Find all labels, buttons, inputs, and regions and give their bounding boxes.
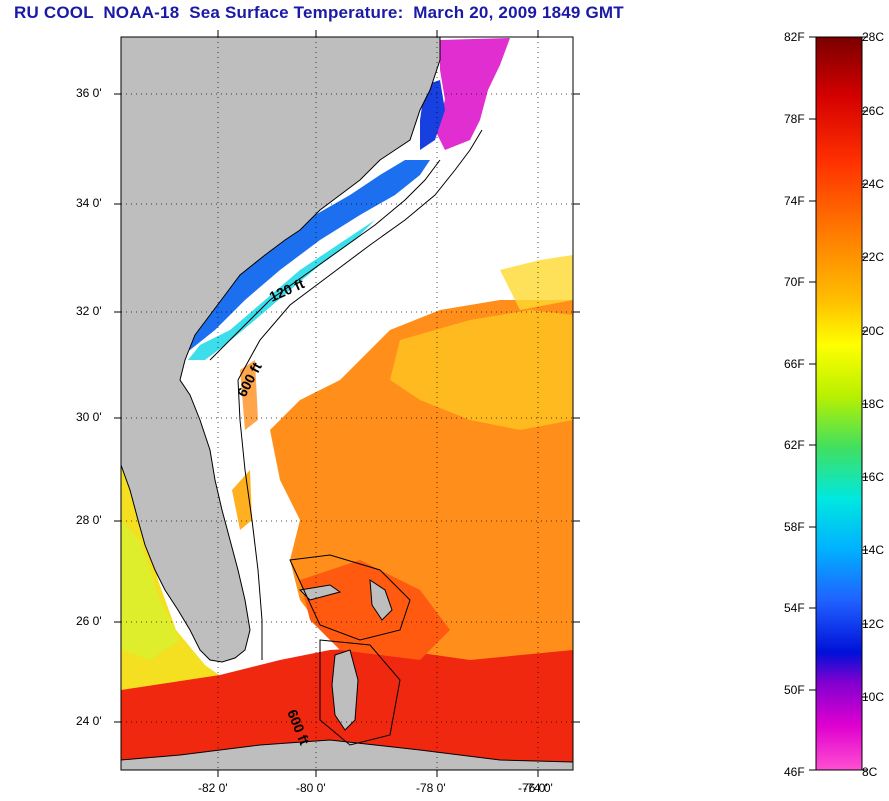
lat-label-34: 34 0' (76, 196, 102, 210)
isobath-120ft (209, 159, 441, 361)
colorbar-f-58: 58F (784, 520, 805, 534)
colorbar-f-46: 46F (784, 765, 805, 779)
map-grid (121, 37, 573, 770)
lon-label-74: -74 0' (523, 781, 553, 795)
lat-label-26: 26 0' (76, 614, 102, 628)
colorbar-f-74: 74F (784, 194, 805, 208)
colorbar-f-62: 62F (784, 438, 805, 452)
sst-gulf-green (121, 520, 180, 660)
colorbar-c-20: 20C (862, 324, 885, 338)
colorbar-ticks (809, 36, 868, 771)
colorbar (815, 36, 863, 771)
map-layers (121, 37, 573, 770)
colorbar-f-70: 70F (784, 275, 805, 289)
land-abaco (369, 579, 393, 621)
lat-label-24: 24 0' (76, 714, 102, 728)
land-cuba (121, 739, 573, 770)
colorbar-c-18: 18C (862, 397, 885, 411)
isobath-fl-east (237, 379, 263, 660)
colorbar-c-16: 16C (862, 470, 885, 484)
colorbar-c-14: 14C (862, 543, 885, 557)
lat-label-30: 30 0' (76, 410, 102, 424)
sst-ocean-yellow (390, 310, 573, 430)
lat-label-36: 36 0' (76, 86, 102, 100)
lat-label-32: 32 0' (76, 304, 102, 318)
sst-coastal-cyan (188, 220, 375, 360)
land-us-east-coast (121, 37, 441, 663)
colorbar-c-22: 22C (862, 250, 885, 264)
isobath-600ft (237, 129, 483, 381)
map-ticks (114, 30, 580, 777)
colorbar-f-78: 78F (784, 112, 805, 126)
map-title: RU COOL NOAA-18 Sea Surface Temperature:… (14, 3, 624, 22)
land-andros (331, 649, 359, 731)
isobath-bahamas (289, 554, 411, 641)
colorbar-f-66: 66F (784, 357, 805, 371)
colorbar-c-28: 28C (862, 30, 885, 44)
lon-label-82: -82 0' (198, 781, 228, 795)
sst-coastal-cool (185, 160, 430, 350)
colorbar-c-12: 12C (862, 617, 885, 631)
sst-northern-cold (435, 38, 510, 150)
lon-label-78: -78 0' (416, 781, 446, 795)
isobath-andros (319, 639, 401, 746)
colorbar-c-24: 24C (862, 177, 885, 191)
lon-label-76: -76 0' (518, 781, 548, 795)
colorbar-f-82: 82F (784, 30, 805, 44)
lat-label-28: 28 0' (76, 513, 102, 527)
sst-fl-mid (240, 360, 258, 430)
colorbar-f-54: 54F (784, 601, 805, 615)
colorbar-f-50: 50F (784, 683, 805, 697)
map-frame (120, 36, 574, 771)
colorbar-c-8: 8C (862, 765, 878, 779)
colorbar-c-26: 26C (862, 104, 885, 118)
sst-ocean-east (500, 255, 573, 310)
lon-label-80: -80 0' (296, 781, 326, 795)
colorbar-c-10: 10C (862, 690, 885, 704)
